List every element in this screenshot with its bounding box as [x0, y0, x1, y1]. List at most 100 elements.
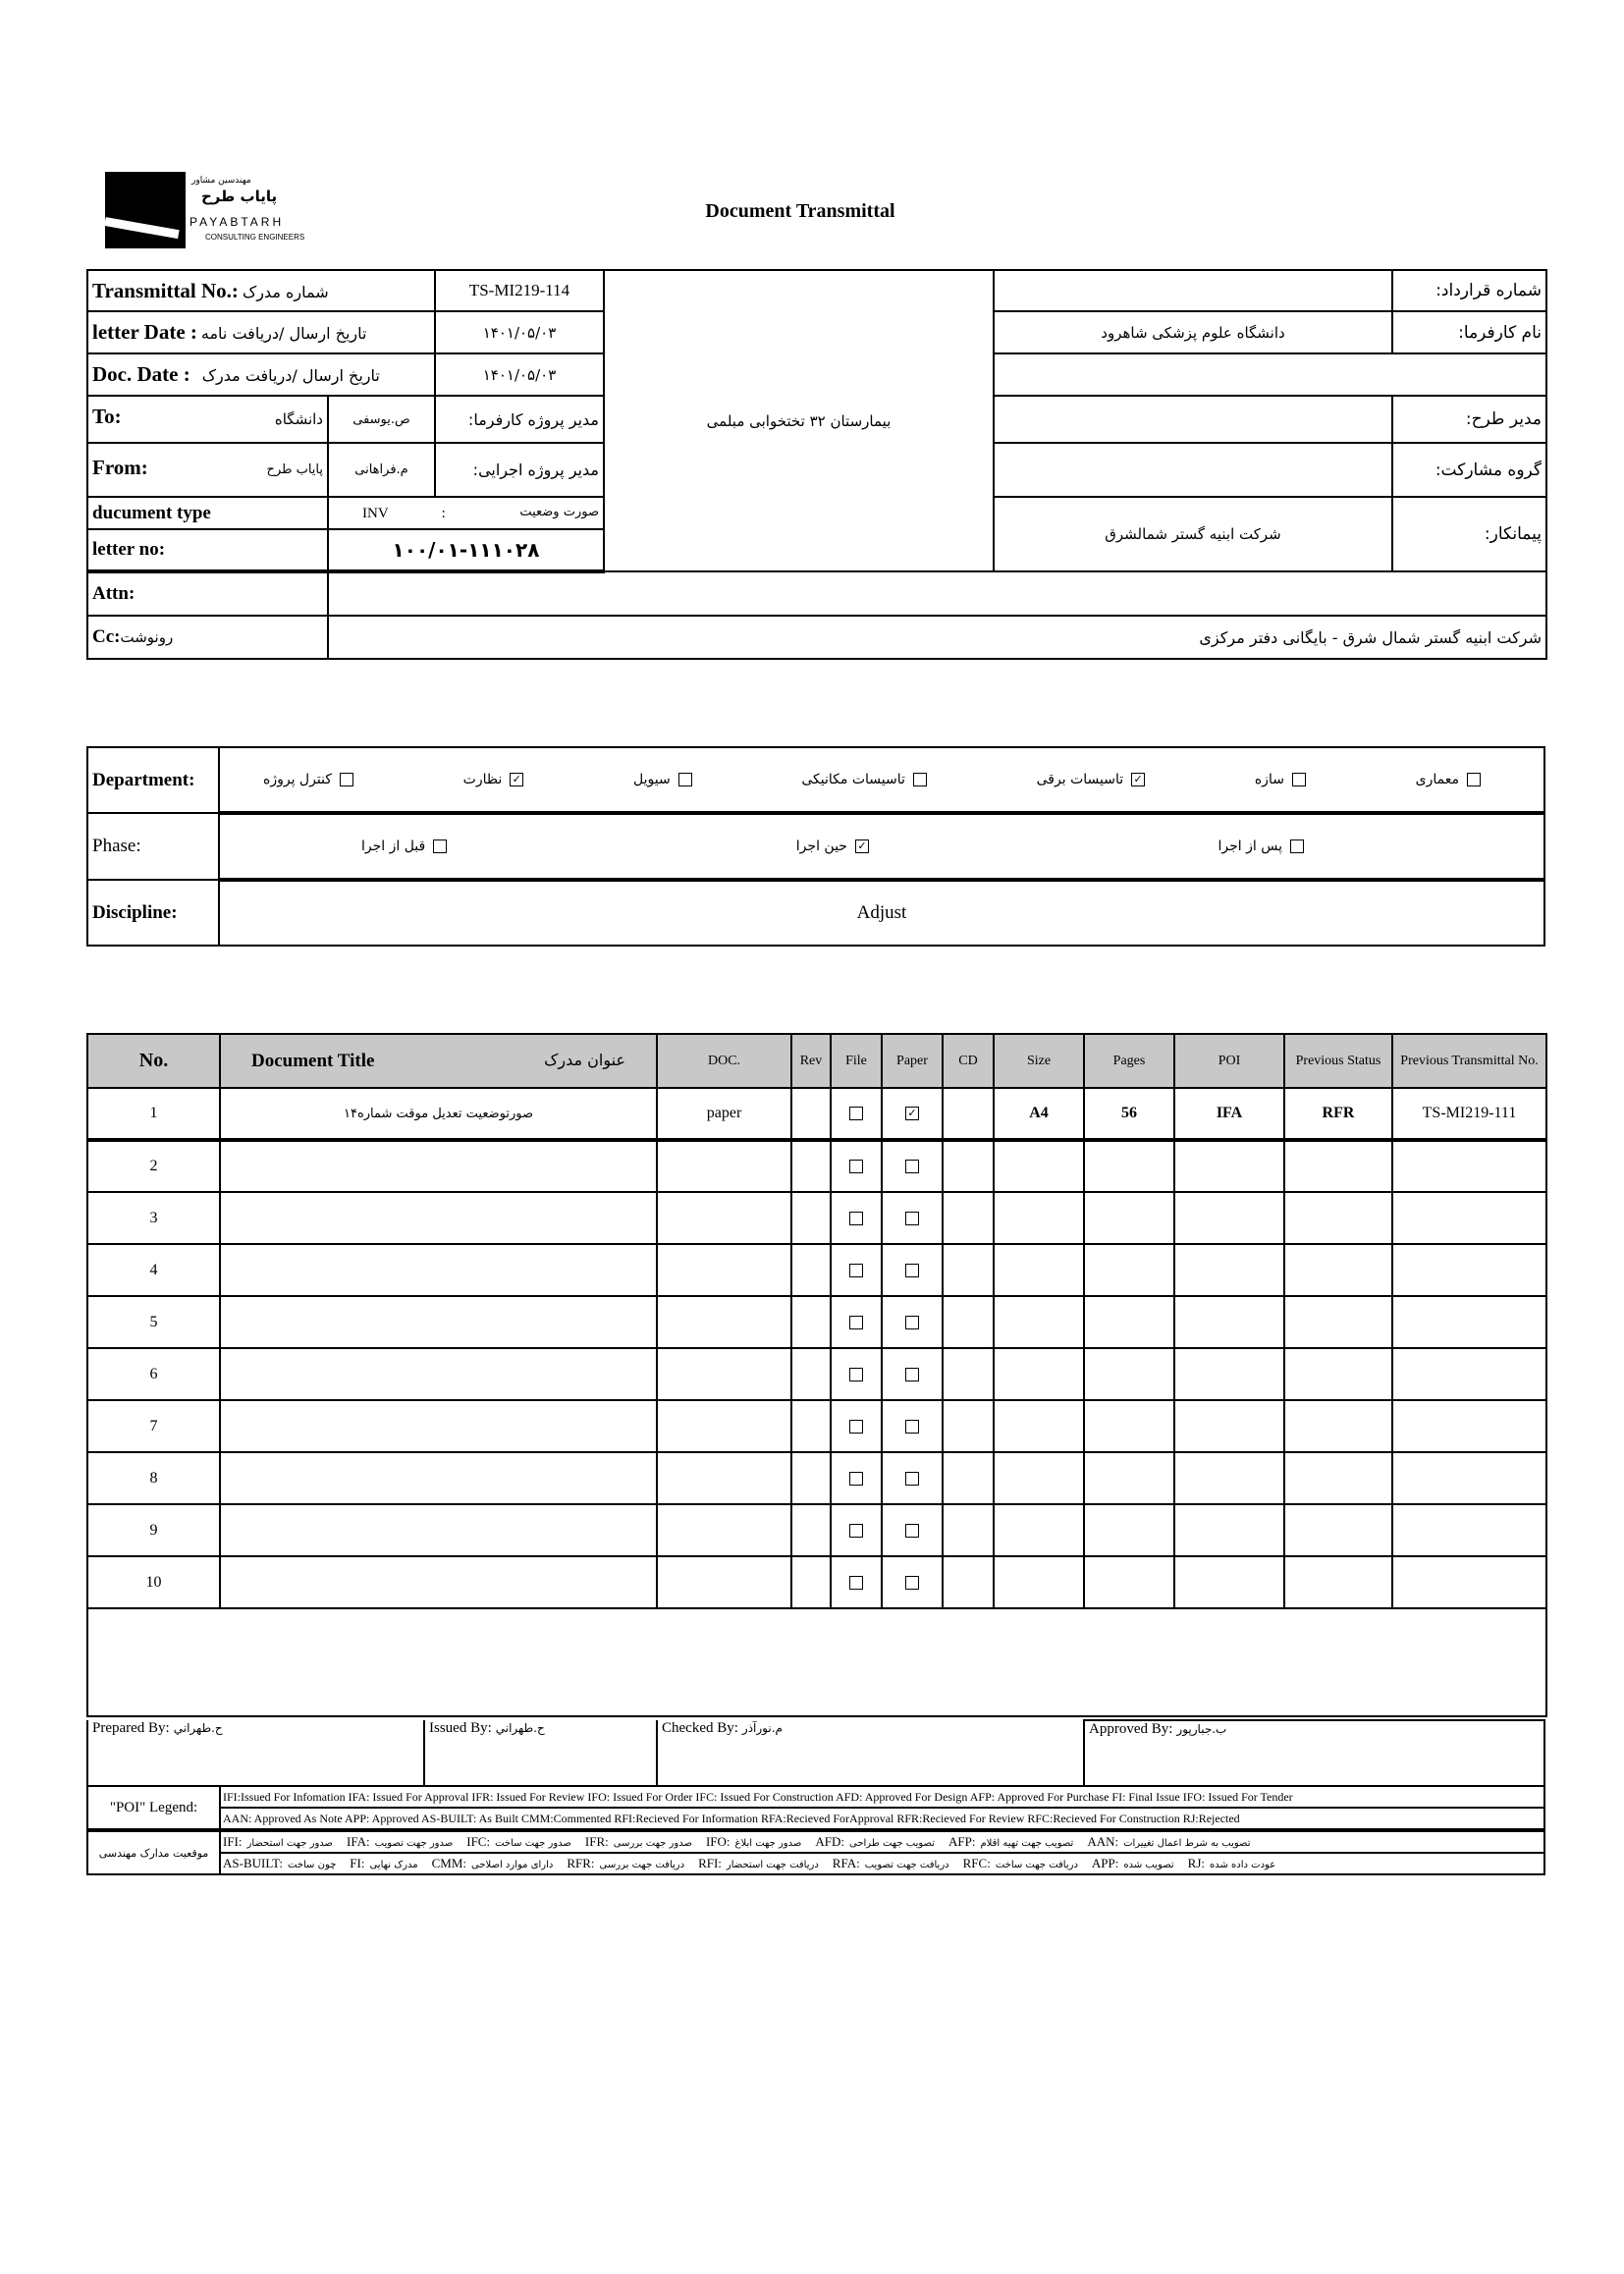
department-option[interactable]: کنترل پروژه	[263, 772, 353, 787]
partner-value	[993, 442, 1393, 498]
checked-checkbox-icon[interactable]: ✓	[510, 773, 524, 786]
doc-date-label-fa: تاریخ ارسال /دریافت مدرک	[201, 366, 380, 385]
checked-checkbox-icon[interactable]: ✓	[1131, 773, 1146, 786]
signature-name: ح.طهراني	[173, 1721, 223, 1735]
cell-doc: paper	[656, 1087, 792, 1142]
checkbox-icon[interactable]	[1467, 773, 1481, 786]
cell-cd	[942, 1191, 995, 1245]
phase-option[interactable]: قبل از اجرا	[361, 839, 448, 854]
checkbox-icon[interactable]	[849, 1211, 863, 1225]
department-option[interactable]: نظارت ✓	[463, 772, 524, 787]
cell-file[interactable]	[830, 1295, 883, 1349]
cell-paper[interactable]	[881, 1451, 944, 1505]
cell-title	[219, 1503, 658, 1557]
cell-prev-status	[1283, 1295, 1393, 1349]
table-row: 8	[86, 1451, 1547, 1505]
cell-prev-transmittal	[1391, 1243, 1547, 1297]
cell-poi	[1173, 1451, 1285, 1505]
from-value: پایاب طرح	[266, 461, 323, 477]
cell-file[interactable]	[830, 1555, 883, 1609]
department-option[interactable]: سازه	[1255, 772, 1306, 787]
cell-size	[993, 1503, 1085, 1557]
department-option[interactable]: سیویل	[633, 772, 692, 787]
cell-paper[interactable]	[881, 1503, 944, 1557]
department-option[interactable]: تاسیسات مکانیکی	[801, 772, 927, 787]
legend-code: IFR:	[584, 1834, 609, 1849]
checkbox-icon[interactable]	[849, 1575, 863, 1590]
phase-option[interactable]: حین اجرا ✓	[796, 839, 869, 854]
table-row: 4	[86, 1243, 1547, 1297]
department-option-label: سازه	[1254, 772, 1284, 787]
checkbox-icon[interactable]	[677, 773, 692, 786]
checkbox-icon[interactable]	[905, 1160, 919, 1174]
checkbox-icon[interactable]	[905, 1523, 919, 1538]
department-option-label: سیویل	[632, 772, 671, 787]
table-row: 10	[86, 1555, 1547, 1609]
legend-code: IFA:	[347, 1834, 370, 1849]
cell-file[interactable]	[830, 1087, 883, 1142]
checkbox-icon[interactable]	[905, 1263, 919, 1277]
checkbox-icon[interactable]	[339, 773, 353, 786]
logo-fa-top: مهندسین مشاور	[191, 176, 251, 186]
legend-fa-line2: AS-BUILT: چون ساخت FI: مدرک نهایی CMM: دارای …	[219, 1852, 1545, 1875]
legend-code: RFA:	[832, 1856, 860, 1870]
signature-cell: Checked By: م.نورآذر	[656, 1720, 1085, 1787]
cell-paper[interactable]	[881, 1347, 944, 1401]
cell-file[interactable]	[830, 1191, 883, 1245]
cell-paper[interactable]	[881, 1399, 944, 1453]
cell-title	[219, 1295, 658, 1349]
checkbox-icon[interactable]	[905, 1575, 919, 1590]
checkbox-icon[interactable]	[849, 1160, 863, 1174]
cell-paper[interactable]	[881, 1139, 944, 1193]
doctype-label: ducument type	[86, 496, 329, 530]
checkbox-icon[interactable]	[905, 1211, 919, 1225]
checkbox-icon[interactable]	[433, 839, 448, 853]
checkbox-icon[interactable]	[849, 1107, 863, 1121]
checkbox-icon[interactable]	[849, 1263, 863, 1277]
checkbox-icon[interactable]	[905, 1471, 919, 1486]
checkbox-icon[interactable]	[849, 1367, 863, 1381]
employer-value: دانشگاه علوم پزشکی شاهرود	[993, 310, 1393, 354]
checkbox-icon[interactable]	[1289, 839, 1304, 853]
cell-file[interactable]	[830, 1399, 883, 1453]
cell-title	[219, 1399, 658, 1453]
cell-file[interactable]	[830, 1347, 883, 1401]
cell-paper[interactable]	[881, 1555, 944, 1609]
cell-file[interactable]	[830, 1503, 883, 1557]
checkbox-icon[interactable]	[849, 1315, 863, 1329]
legend-meaning: دریافت جهت تصویب	[864, 1860, 949, 1870]
checkbox-icon[interactable]	[912, 773, 927, 786]
cell-paper[interactable]	[881, 1243, 944, 1297]
to-person: ص.یوسفی	[327, 395, 436, 444]
checkbox-icon[interactable]	[905, 1315, 919, 1329]
checkbox-icon[interactable]	[905, 1367, 919, 1381]
cell-rev	[790, 1243, 832, 1297]
checkbox-icon[interactable]	[905, 1419, 919, 1434]
documents-table: No. Document Title عنوان مدرک DOC. Rev Fi…	[86, 1033, 1547, 1717]
legend-meaning: تصویب جهت طراحی	[849, 1838, 935, 1849]
checkbox-icon[interactable]	[1291, 773, 1306, 786]
cell-paper[interactable]	[881, 1295, 944, 1349]
legend-meaning: صدور جهت بررسی	[613, 1838, 692, 1849]
phase-option[interactable]: پس از اجرا	[1218, 839, 1304, 854]
cell-paper[interactable]: ✓	[881, 1087, 944, 1142]
checkbox-icon[interactable]	[849, 1471, 863, 1486]
checkbox-icon[interactable]	[849, 1419, 863, 1434]
checked-checkbox-icon[interactable]: ✓	[854, 839, 869, 853]
signature-name: م.نورآذر	[741, 1721, 783, 1735]
cell-doc	[656, 1555, 792, 1609]
department-option[interactable]: تاسیسات برقی ✓	[1037, 772, 1146, 787]
cell-prev-status	[1283, 1139, 1393, 1193]
legend-entry: RJ: عودت داده شده	[1188, 1856, 1276, 1871]
cell-file[interactable]	[830, 1243, 883, 1297]
cell-file[interactable]	[830, 1451, 883, 1505]
cell-cd	[942, 1295, 995, 1349]
checked-checkbox-icon[interactable]: ✓	[905, 1107, 919, 1121]
cell-paper[interactable]	[881, 1191, 944, 1245]
department-option[interactable]: معماری	[1416, 772, 1481, 787]
cell-file[interactable]	[830, 1139, 883, 1193]
legend-entry: APP: تصویب شده	[1092, 1856, 1174, 1871]
table-row: 6	[86, 1347, 1547, 1401]
table-row: 9	[86, 1503, 1547, 1557]
checkbox-icon[interactable]	[849, 1523, 863, 1538]
